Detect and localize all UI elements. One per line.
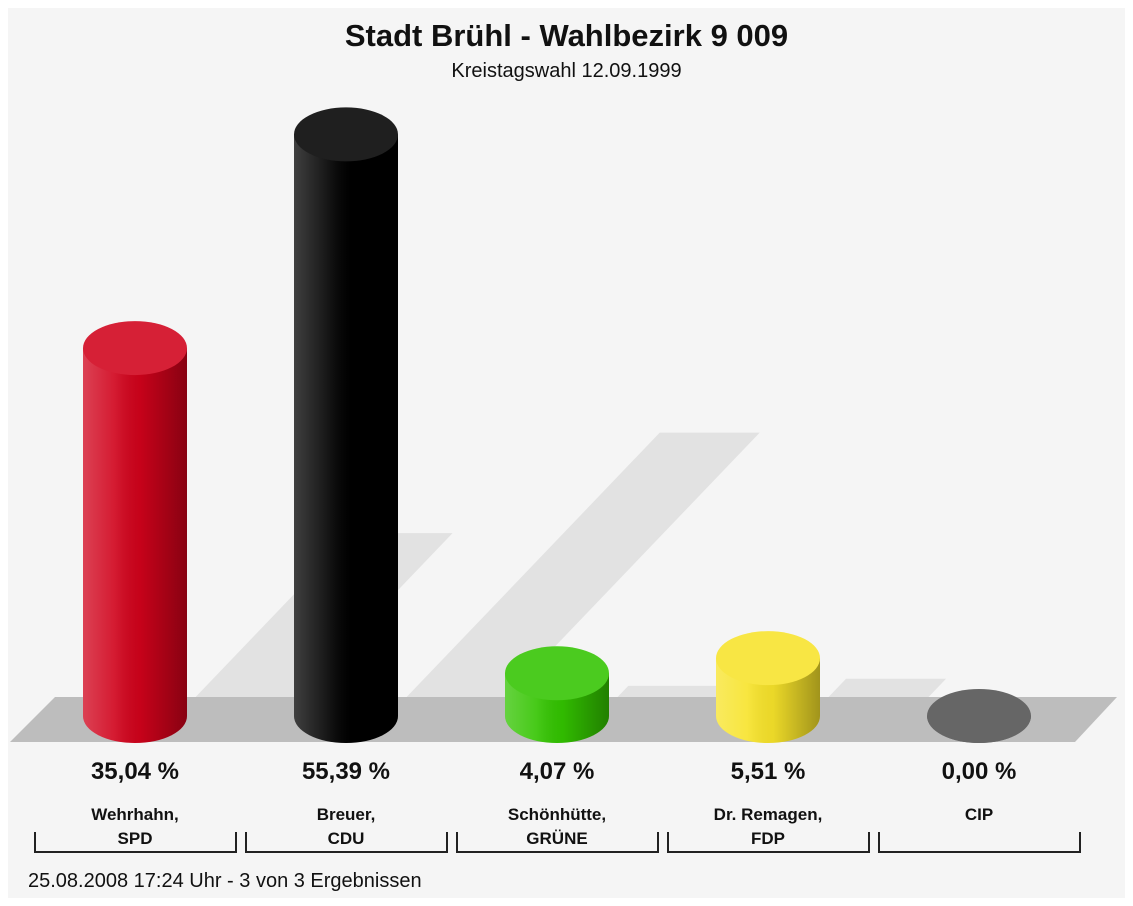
x-tick-label: Wehrhahn, SPD	[91, 805, 179, 848]
bar-shadow	[398, 432, 760, 706]
value-label: 5,51 %	[730, 758, 806, 785]
chart-title: Stadt Brühl - Wahlbezirk 9 009	[344, 18, 789, 53]
plot-background	[8, 8, 1125, 898]
footer: 25.08.2008 17:24 Uhr - 3 von 3 Ergebniss…	[28, 870, 422, 892]
value-label: 35,04 %	[90, 758, 180, 785]
bar-shading	[83, 348, 187, 743]
bar-shading	[294, 134, 398, 743]
x-tick-label: CIP	[964, 805, 994, 824]
bar-top	[294, 107, 398, 162]
bar-top	[83, 321, 187, 376]
value-label: 4,07 %	[519, 758, 595, 785]
value-label: 55,39 %	[301, 758, 391, 785]
category-bracket	[667, 832, 870, 853]
chart-subtitle: Kreistagswahl 12.09.1999	[451, 60, 682, 82]
x-tick-label: Schönhütte, GRÜNE	[507, 805, 607, 848]
bar-top	[505, 646, 609, 701]
bar-top	[716, 631, 820, 686]
x-tick-label: Dr. Remagen, FDP	[713, 805, 823, 848]
x-tick-label: Breuer, CDU	[316, 805, 376, 848]
category-bracket	[456, 832, 659, 853]
category-bracket	[34, 832, 237, 853]
category-bracket	[245, 832, 448, 853]
bar-top	[927, 689, 1031, 743]
category-bracket	[878, 832, 1081, 853]
value-label: 0,00 %	[941, 758, 1017, 785]
